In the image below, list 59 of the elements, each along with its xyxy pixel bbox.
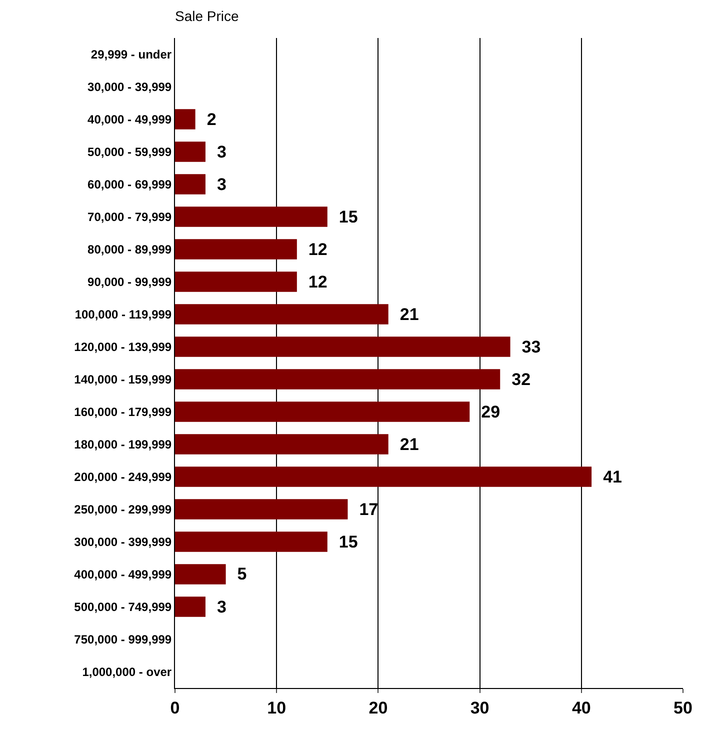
x-tick-label: 50 (674, 698, 692, 718)
data-label: 2 (198, 110, 216, 129)
y-tick-label: 120,000 - 139,999 (74, 340, 172, 354)
bar (175, 142, 206, 162)
bar (175, 174, 206, 194)
data-label: 12 (300, 240, 328, 259)
y-tick-label: 80,000 - 89,999 (88, 242, 172, 256)
x-tick-label: 40 (572, 698, 591, 718)
y-tick-label: 70,000 - 79,999 (88, 210, 172, 224)
data-label: 29 (472, 402, 500, 422)
y-tick-label: 29,999 - under (90, 47, 172, 62)
data-label: 33 (513, 337, 541, 356)
bar (175, 499, 348, 520)
x-tick-label: 30 (470, 698, 490, 718)
y-tick-label: 160,000 - 179,999 (74, 404, 172, 419)
data-label: 17 (350, 500, 378, 519)
y-tick-label: 30,000 - 39,999 (88, 80, 172, 94)
data-label: 5 (228, 564, 247, 584)
data-label: 3 (208, 174, 226, 194)
bar (175, 402, 470, 422)
bar (175, 304, 388, 324)
y-tick-label: 140,000 - 159,999 (74, 372, 172, 386)
y-tick-label: 50,000 - 59,999 (88, 144, 172, 159)
data-label: 12 (300, 272, 328, 292)
bar (175, 272, 297, 292)
y-tick-label: 250,000 - 299,999 (74, 502, 172, 516)
y-tick-label: 400,000 - 499,999 (74, 567, 172, 582)
bar (175, 239, 297, 260)
y-tick-label: 180,000 - 199,999 (74, 437, 172, 452)
data-label: 15 (330, 532, 358, 552)
y-tick-label: 60,000 - 69,999 (88, 177, 172, 192)
y-tick-label: 200,000 - 249,999 (74, 470, 172, 484)
bar (175, 466, 592, 487)
bar (175, 369, 500, 390)
x-tick-label: 0 (170, 698, 180, 718)
data-label: 32 (503, 370, 531, 389)
y-tick-label: 40,000 - 49,999 (88, 112, 172, 126)
data-label: 41 (594, 467, 622, 486)
y-tick-label: 300,000 - 399,999 (74, 534, 172, 549)
data-label: 3 (208, 142, 226, 162)
bar (175, 434, 388, 454)
data-label: 21 (391, 434, 419, 454)
x-tick-label: 10 (267, 698, 286, 718)
bar (175, 532, 328, 552)
y-tick-label: 500,000 - 749,999 (74, 600, 172, 614)
y-tick-label: 100,000 - 119,999 (74, 307, 172, 322)
bar (175, 596, 206, 617)
bar (175, 109, 196, 130)
bar (175, 206, 328, 227)
bar (175, 564, 226, 584)
data-label: 15 (330, 207, 358, 226)
data-label: 21 (391, 304, 419, 324)
y-tick-label: 90,000 - 99,999 (88, 274, 172, 289)
bar (175, 336, 510, 357)
x-tick-label: 20 (368, 698, 388, 718)
y-tick-label: 750,000 - 999,999 (74, 632, 172, 646)
chart-title: Sale Price (175, 8, 240, 24)
data-label: 3 (208, 597, 226, 616)
y-tick-label: 1,000,000 - over (82, 664, 172, 679)
